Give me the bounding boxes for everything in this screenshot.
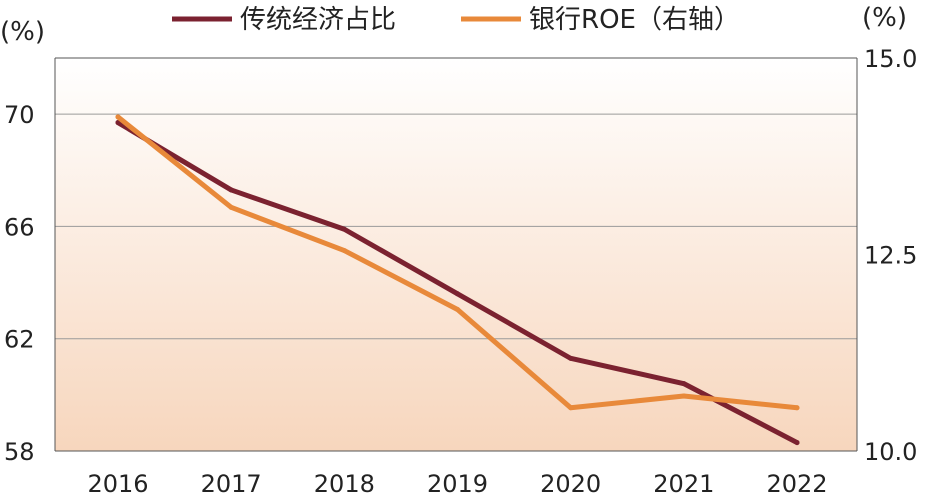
left-axis-tick-label: 62 (4, 326, 35, 354)
data-point-series-0 (341, 226, 347, 232)
data-point-series-1 (455, 307, 460, 313)
left-axis-tick-label: 58 (4, 438, 35, 466)
x-axis-tick-label: 2021 (653, 470, 714, 495)
right-axis-tick-label: 10.0 (864, 438, 917, 466)
x-axis-tick-label: 2016 (87, 470, 148, 495)
data-point-series-1 (341, 248, 347, 254)
right-axis-tick-label: 15.0 (864, 45, 917, 73)
left-axis-unit: (%) (0, 17, 45, 47)
data-point-series-0 (228, 187, 234, 193)
left-axis-tick-label: 66 (4, 213, 35, 241)
left-axis-ticks: 58 62 66 70 (4, 101, 35, 466)
legend: 传统经济占比 银行ROE（右轴） (172, 5, 740, 35)
right-axis-ticks: 10.0 12.5 15.0 (864, 45, 917, 466)
plot-area-background (55, 58, 857, 451)
left-axis-tick-label: 70 (4, 101, 35, 129)
data-point-series-0 (455, 291, 460, 297)
right-axis-tick-label: 12.5 (864, 242, 917, 270)
data-point-series-1 (228, 204, 234, 210)
legend-label-traditional-economy: 传统经济占比 (240, 5, 396, 35)
x-axis-tick-label: 2018 (314, 470, 375, 495)
series-layer (115, 114, 800, 446)
x-axis-tick-label: 2017 (201, 470, 262, 495)
data-point-series-0 (681, 381, 687, 387)
data-point-series-1 (794, 405, 800, 411)
x-axis-tick-label: 2019 (427, 470, 488, 495)
right-axis-unit: (%) (862, 3, 907, 33)
data-point-series-0 (568, 355, 574, 361)
x-axis-ticks: 2016 2017 2018 2019 2020 2021 2022 (87, 470, 827, 495)
data-point-series-0 (794, 440, 800, 446)
data-point-series-1 (115, 114, 121, 120)
data-point-series-1 (568, 405, 574, 411)
gridlines (55, 113, 857, 340)
data-point-series-0 (115, 120, 121, 126)
x-axis-tick-label: 2022 (766, 470, 827, 495)
data-point-series-1 (681, 393, 687, 399)
x-axis-tick-label: 2020 (540, 470, 601, 495)
legend-label-bank-roe: 银行ROE（右轴） (529, 5, 740, 35)
